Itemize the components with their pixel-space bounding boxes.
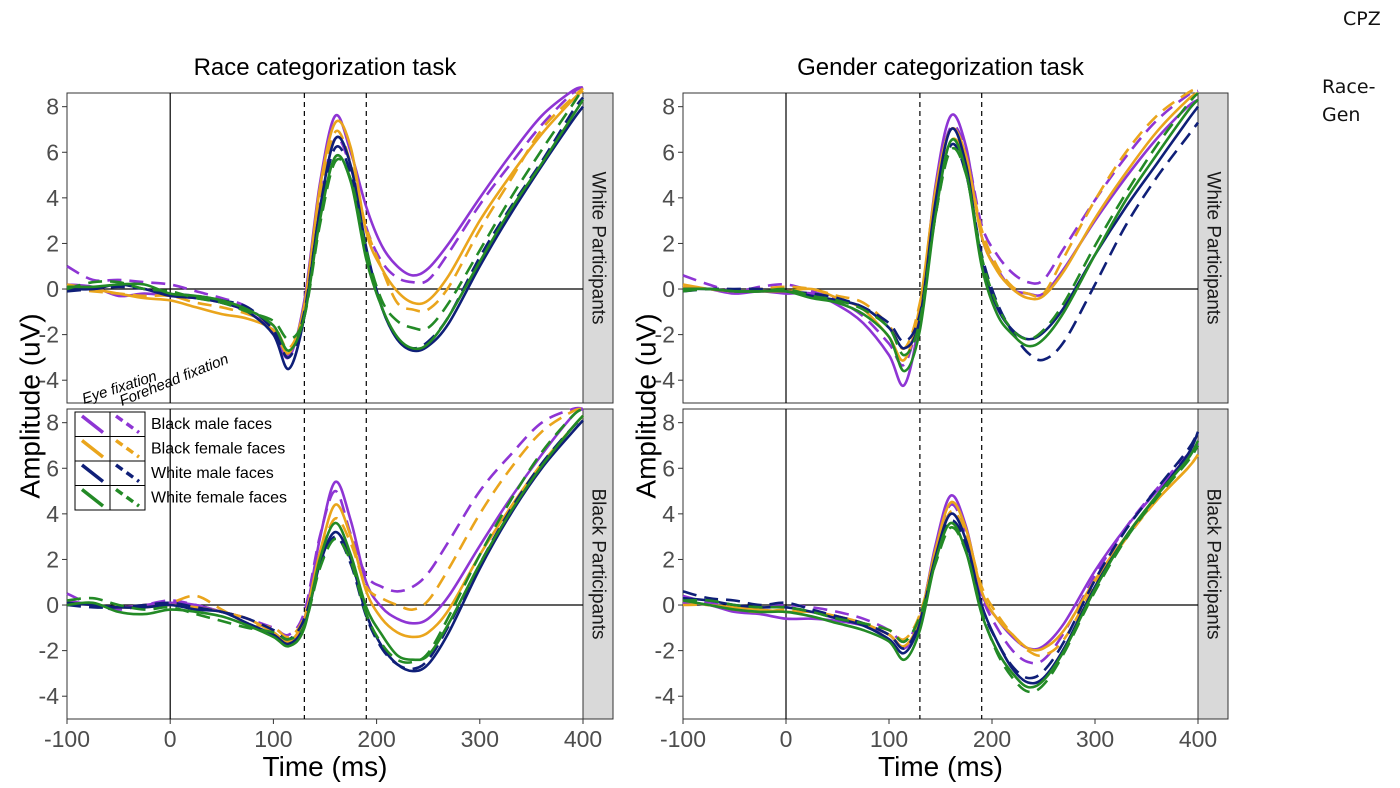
panel-2-xtick-label: 200 [357,726,395,752]
legend-entry-label: Black male faces [151,416,272,433]
panel-1-ytick-label: -2 [39,322,59,348]
panel-1-series-forehead-4 [66,87,584,350]
panel-1-series-eye-5 [66,105,585,371]
panel-2-xtick-label: -100 [44,726,90,752]
panel-4-frame [682,408,1229,720]
panel-3-ytick-label: 6 [662,139,675,165]
panel-1-frame [66,92,614,404]
panel-4-xtick-label: -100 [660,726,706,752]
panel-2-series-forehead-2 [66,406,584,637]
legend-swatch-solid [80,439,105,459]
panel-4-strip-label: Black Participants [1203,488,1224,639]
y-axis-label-left: Amplitude (uV) [15,313,46,498]
panel-4-strip [1197,408,1229,720]
panel-3-ytick-label: 0 [662,276,675,302]
panel-3-strip-label: White Participants [1203,171,1224,324]
panel-4-xtick-label: 200 [973,726,1011,752]
panel-4-series-eye-1 [682,442,1200,651]
panel-4-ytick-label: 6 [662,455,675,481]
panel-3-ytick-label: 8 [662,94,675,120]
panel-2-series-eye-1 [66,407,584,644]
y-axis-label-right: Amplitude (uV) [631,313,662,498]
legend-swatch-dashed [114,414,141,434]
panel-3-series-eye-7 [682,98,1199,373]
panel-2-ytick-label: 6 [46,455,59,481]
panel-3-title: Gender categorization task [797,54,1085,81]
panel-2-ytick-label: -2 [39,638,59,664]
panel-2-series-eye-7 [66,414,584,662]
legend-swatch-solid [80,488,105,508]
panel-4-ytick-label: 2 [662,546,675,572]
panel-4-series-forehead-4 [682,453,1200,658]
panel-1-title: Race categorization task [194,54,458,81]
panel-2-frame [66,408,614,720]
legend-swatch-solid [80,463,105,483]
panel-4-ytick-label: 4 [662,501,675,527]
panel-2-ytick-label: 2 [46,546,59,572]
panel-1-strip [582,92,614,404]
panel-4-xtick-label: 0 [780,726,793,752]
panel-2-xtick-label: 0 [164,726,177,752]
panel-2-series-forehead-4 [66,407,584,639]
panel-1-series-forehead-6 [66,96,585,359]
panel-3-ytick-label: 2 [662,230,675,256]
panel-3-series-forehead-8 [682,92,1199,357]
panel-3-strip [1197,92,1229,404]
panel-4-ytick-label: -4 [655,683,676,709]
panel-4-series-forehead-8 [682,444,1200,694]
panel-2-series-eye-5 [66,419,584,673]
panel-4-ytick-label: 0 [662,592,675,618]
panel-1-ytick-label: -4 [39,367,60,393]
legend-swatch-dashed [114,463,141,483]
panel-2-ytick-label: 8 [46,410,59,436]
channel-label: CPZ [1343,8,1381,30]
panel-1-ytick-label: 0 [46,276,59,302]
panel-2-strip-label: Black Participants [588,488,609,639]
panel-4-series-forehead-2 [682,442,1199,665]
panel-1-ytick-label: 8 [46,94,59,120]
panel-2-strip [582,408,614,720]
legend-entry-label: Black female faces [151,440,285,457]
panel-4-xtick-label: 100 [870,726,908,752]
panel-2-ytick-label: -4 [39,683,60,709]
panel-4-ytick-label: 8 [662,410,675,436]
panel-2-xtick-label: 100 [254,726,292,752]
legend-swatch-dashed [114,488,141,508]
panel-3-ytick-label: 4 [662,185,675,211]
panel-3-ytick-label: -2 [655,322,675,348]
legend-entry-label: White male faces [151,465,274,482]
legend-swatch-solid [80,414,105,434]
panel-2-xtick-label: 400 [564,726,602,752]
panel-1-ytick-label: 6 [46,139,59,165]
panel-1-strip-label: White Participants [588,171,609,324]
legend-entry-label: White female faces [151,489,287,506]
panel-2-series-forehead-8 [66,407,584,664]
panel-1-ytick-label: 2 [46,230,59,256]
panel-1-series-eye-7 [66,99,585,352]
x-axis-label-right: Time (ms) [878,751,1003,782]
panel-1-ytick-label: 4 [46,185,59,211]
condition-label-line1: Race- [1322,76,1376,98]
panel-2-xtick-label: 300 [461,726,499,752]
panel-1-series-forehead-8 [66,87,585,341]
legend-swatch-dashed [114,439,141,459]
panel-4-xtick-label: 400 [1179,726,1217,752]
panel-2-ytick-label: 4 [46,501,59,527]
x-axis-label-left: Time (ms) [263,751,388,782]
panel-2-ytick-label: 0 [46,592,59,618]
panel-1-series-eye-3 [66,89,584,355]
panel-4-xtick-label: 300 [1076,726,1114,752]
panel-3-series-forehead-6 [682,121,1200,362]
condition-label-line2: Gen [1322,104,1361,126]
panel-3-ytick-label: -4 [655,367,676,393]
panel-4-ytick-label: -2 [655,638,675,664]
